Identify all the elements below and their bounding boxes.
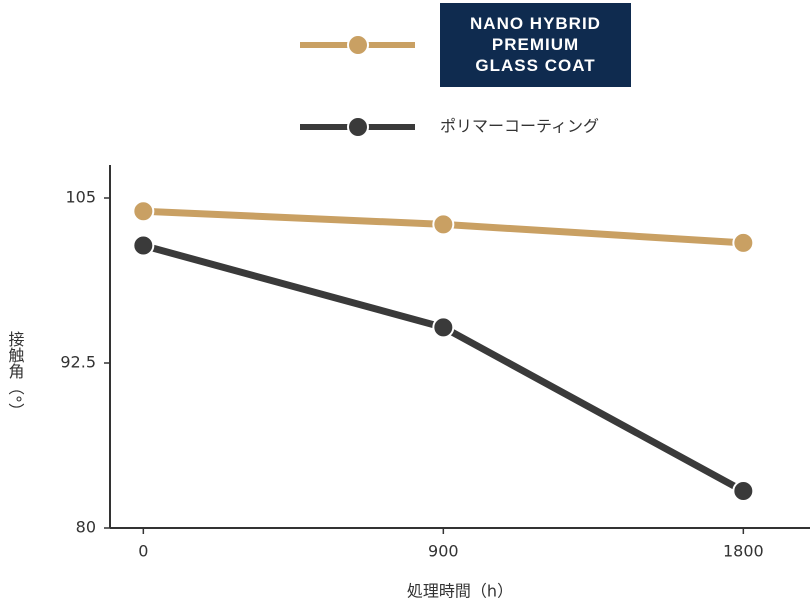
data-point xyxy=(432,316,455,339)
y-tick-label: 105 xyxy=(65,188,96,207)
x-axis-label: 処理時間（h） xyxy=(407,582,513,601)
series-line xyxy=(142,242,746,495)
data-point xyxy=(132,200,155,223)
legend-logo: NANO HYBRID PREMIUM GLASS COAT xyxy=(440,3,631,87)
data-point xyxy=(132,234,155,257)
data-point xyxy=(732,480,755,503)
legend-marker xyxy=(347,34,369,56)
y-tick-label: 92.5 xyxy=(60,353,96,372)
data-point xyxy=(732,231,755,254)
x-tick-label: 900 xyxy=(428,542,459,561)
legend-marker xyxy=(347,116,369,138)
x-tick-label: 1800 xyxy=(723,542,764,561)
x-tick-label: 0 xyxy=(138,542,148,561)
data-point xyxy=(432,213,455,236)
y-tick-label: 80 xyxy=(76,518,96,537)
legend-label: ポリマーコーティング xyxy=(440,117,599,136)
y-axis-label: 接触角（°） xyxy=(6,331,25,419)
